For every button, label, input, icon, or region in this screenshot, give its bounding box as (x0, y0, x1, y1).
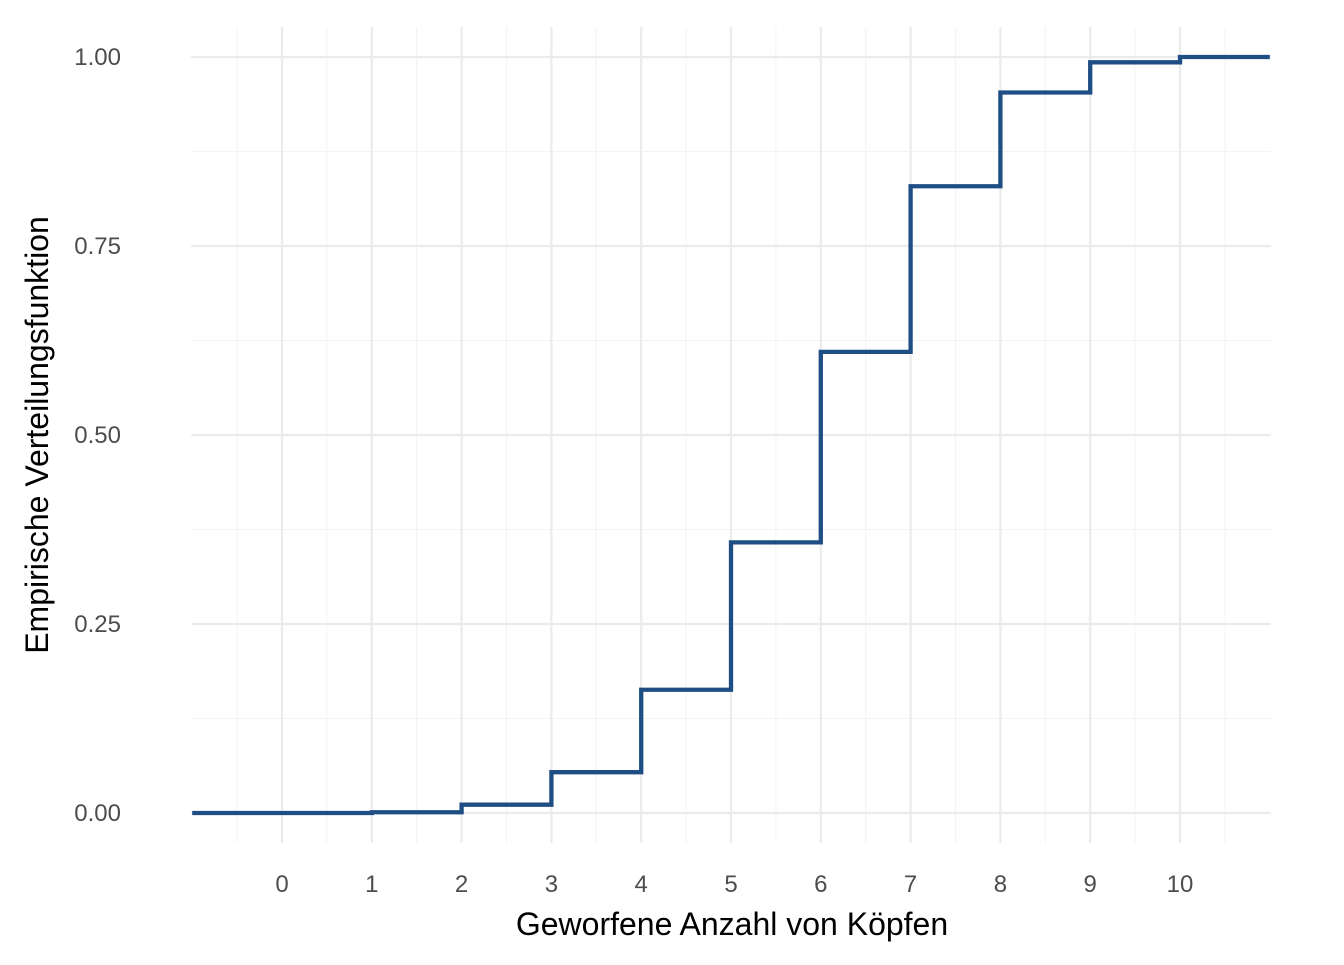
series-layer (192, 54, 1270, 816)
ecdf-step-line (192, 54, 1270, 816)
y-axis-ticks: 0.00 0.25 0.50 0.75 1.00 (74, 44, 121, 827)
x-tick-label: 8 (994, 871, 1007, 898)
y-axis-title: Empirische Verteilungsfunktion (19, 216, 55, 654)
x-tick-label: 4 (635, 871, 648, 898)
grid (191, 27, 1271, 843)
x-tick-label: 9 (1084, 871, 1097, 898)
x-tick-label: 3 (545, 871, 558, 898)
x-tick-label: 2 (455, 871, 468, 898)
y-tick-label: 0.50 (74, 422, 121, 449)
x-tick-label: 5 (724, 871, 737, 898)
x-tick-label: 1 (365, 871, 378, 898)
y-tick-label: 1.00 (74, 44, 121, 71)
x-tick-label: 0 (275, 871, 288, 898)
y-tick-label: 0.25 (74, 611, 121, 638)
x-tick-label: 10 (1167, 871, 1194, 898)
y-tick-label: 0.75 (74, 233, 121, 260)
x-tick-label: 7 (904, 871, 917, 898)
x-axis-ticks: 0 1 2 3 4 5 6 7 8 9 10 (275, 871, 1193, 898)
x-tick-label: 6 (814, 871, 827, 898)
y-tick-label: 0.00 (74, 800, 121, 827)
x-axis-title: Geworfene Anzahl von Köpfen (516, 906, 948, 942)
